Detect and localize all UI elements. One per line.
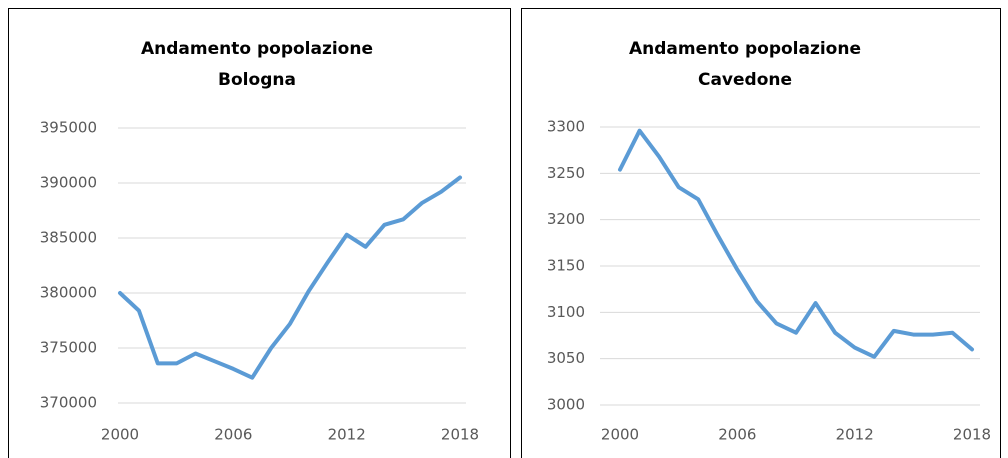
y-tick-label: 3300: [547, 118, 585, 136]
y-tick-label: 3150: [547, 257, 585, 275]
y-tick-label: 3200: [547, 210, 585, 228]
x-tick-label: 2018: [441, 426, 479, 444]
chart-subtitle: Bologna: [218, 70, 296, 90]
x-tick-label: 2000: [601, 426, 639, 444]
y-tick-label: 370000: [40, 394, 97, 412]
chart-subtitle: Cavedone: [698, 70, 792, 90]
x-tick-label: 2006: [214, 426, 252, 444]
data-line: [118, 175, 462, 380]
chart-title: Andamento popolazione: [629, 39, 861, 59]
y-tick-label: 3100: [547, 303, 585, 321]
y-tick-label: 395000: [40, 119, 97, 137]
x-tick-label: 2006: [718, 426, 756, 444]
chart-panel: [8, 8, 511, 458]
data-line: [618, 128, 974, 359]
x-tick-label: 2000: [101, 426, 139, 444]
y-tick-label: 375000: [40, 339, 97, 357]
chart-panel: [521, 8, 1001, 458]
y-tick-label: 380000: [40, 284, 97, 302]
x-tick-label: 2012: [836, 426, 874, 444]
y-tick-label: 3250: [547, 164, 585, 182]
x-tick-label: 2018: [953, 426, 991, 444]
y-tick-label: 3000: [547, 396, 585, 414]
y-tick-label: 385000: [40, 229, 97, 247]
chart-title: Andamento popolazione: [141, 39, 373, 59]
y-tick-label: 390000: [40, 174, 97, 192]
y-tick-label: 3050: [547, 349, 585, 367]
x-tick-label: 2012: [328, 426, 366, 444]
